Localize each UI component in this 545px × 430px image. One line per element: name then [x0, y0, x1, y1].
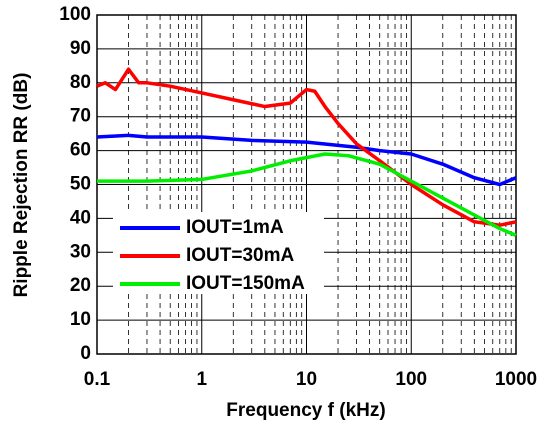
y-tick-label: 0	[80, 343, 91, 364]
data-line	[97, 152, 517, 237]
y-tick-label: 10	[70, 309, 91, 330]
legend: IOUT=1mA IOUT=30mA IOUT=150mA	[113, 212, 324, 294]
y-tick-label: 40	[70, 207, 91, 228]
x-tick-label: 10	[296, 369, 317, 390]
plot-frame	[96, 14, 517, 355]
legend-label: IOUT=1mA	[186, 217, 284, 238]
y-tick-label: 50	[70, 174, 91, 195]
x-tick-label: 1	[196, 369, 207, 390]
y-axis-label: Ripple Rejection RR (dB)	[11, 73, 32, 298]
y-tick-label: 60	[70, 140, 91, 161]
y-tick-label: 90	[70, 38, 91, 59]
x-tick-label: 0.1	[84, 369, 111, 390]
x-tick-label: 1000	[495, 369, 537, 390]
legend-label: IOUT=150mA	[186, 273, 305, 294]
data-line	[96, 67, 517, 227]
legend-box	[113, 212, 324, 294]
x-axis-label: Frequency f (kHz)	[226, 400, 385, 421]
y-tick-label: 100	[59, 4, 91, 25]
y-tick-label: 30	[70, 241, 91, 262]
y-tick-label: 70	[70, 106, 91, 127]
y-tick-label: 80	[70, 72, 91, 93]
x-tick-label: 100	[395, 369, 427, 390]
data-line	[96, 133, 517, 187]
y-tick-label: 20	[70, 275, 91, 296]
legend-label: IOUT=30mA	[186, 245, 295, 266]
